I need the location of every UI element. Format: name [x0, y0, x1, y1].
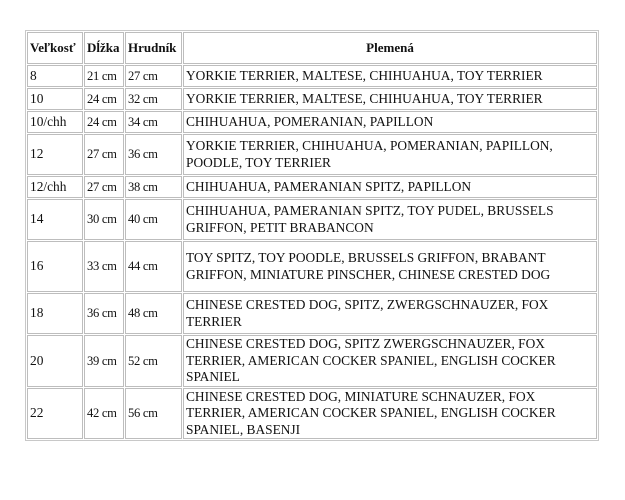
length-cell: 27 cm: [84, 134, 124, 175]
size-table: Veľkosť Dĺžka Hrudník Plemená 8 21 cm 27 c…: [25, 30, 599, 441]
chest-cell: 36 cm: [125, 134, 182, 175]
breeds-cell: CHINESE CRESTED DOG, MINIATURE SCHNAUZER…: [183, 387, 597, 439]
table-row: 8 21 cm 27 cm YORKIE TERRIER, MALTESE, CHIH…: [27, 65, 597, 87]
table-row: 20 39 cm 52 cm CHINESE CRESTED DOG, SPITZ Z…: [27, 335, 597, 387]
chest-cell: 44 cm: [125, 241, 182, 292]
size-cell: 10: [27, 88, 83, 110]
header-size: Veľkosť: [27, 32, 83, 64]
breeds-cell: CHIHUAHUA, PAMERANIAN SPITZ, PAPILLON: [183, 176, 597, 198]
table-row: 16 33 cm 44 cm TOY SPITZ, TOY POODLE, BRUSS…: [27, 241, 597, 292]
breeds-cell: YORKIE TERRIER, MALTESE, CHIHUAHUA, TOY …: [183, 88, 597, 110]
size-cell: 10/chh: [27, 111, 83, 133]
size-cell: 16: [27, 241, 83, 292]
chest-cell: 27 cm: [125, 65, 182, 87]
header-row: Veľkosť Dĺžka Hrudník Plemená: [27, 32, 597, 64]
size-cell: 8: [27, 65, 83, 87]
table-row: 12 27 cm 36 cm YORKIE TERRIER, CHIHUAHUA, P…: [27, 134, 597, 175]
chest-cell: 38 cm: [125, 176, 182, 198]
breeds-cell: CHINESE CRESTED DOG, SPITZ ZWERGSCHNAUZE…: [183, 335, 597, 387]
size-cell: 20: [27, 335, 83, 387]
chest-cell: 48 cm: [125, 293, 182, 334]
table-row: 10 24 cm 32 cm YORKIE TERRIER, MALTESE, CHI…: [27, 88, 597, 110]
size-cell: 12: [27, 134, 83, 175]
chest-cell: 52 cm: [125, 335, 182, 387]
breeds-cell: TOY SPITZ, TOY POODLE, BRUSSELS GRIFFON,…: [183, 241, 597, 292]
breeds-cell: CHIHUAHUA, POMERANIAN, PAPILLON: [183, 111, 597, 133]
size-cell: 18: [27, 293, 83, 334]
table-row: 10/chh 24 cm 34 cm CHIHUAHUA, POMERANIAN, P…: [27, 111, 597, 133]
header-breeds: Plemená: [183, 32, 597, 64]
table-row: 14 30 cm 40 cm CHIHUAHUA, PAMERANIAN SPITZ,…: [27, 199, 597, 240]
length-cell: 39 cm: [84, 335, 124, 387]
table-row: 18 36 cm 48 cm CHINESE CRESTED DOG, SPITZ, …: [27, 293, 597, 334]
chest-cell: 34 cm: [125, 111, 182, 133]
length-cell: 24 cm: [84, 111, 124, 133]
size-cell: 22: [27, 387, 83, 439]
header-length: Dĺžka: [84, 32, 124, 64]
breeds-cell: CHIHUAHUA, PAMERANIAN SPITZ, TOY PUDEL, …: [183, 199, 597, 240]
table-row: 12/chh 27 cm 38 cm CHIHUAHUA, PAMERANIAN SP…: [27, 176, 597, 198]
size-cell: 12/chh: [27, 176, 83, 198]
table-row: 22 42 cm 56 cm CHINESE CRESTED DOG, MINIATU…: [27, 387, 597, 439]
length-cell: 36 cm: [84, 293, 124, 334]
chest-cell: 32 cm: [125, 88, 182, 110]
breeds-cell: CHINESE CRESTED DOG, SPITZ, ZWERGSCHNAUZ…: [183, 293, 597, 334]
chest-cell: 40 cm: [125, 199, 182, 240]
length-cell: 21 cm: [84, 65, 124, 87]
length-cell: 30 cm: [84, 199, 124, 240]
breeds-cell: YORKIE TERRIER, MALTESE, CHIHUAHUA, TOY …: [183, 65, 597, 87]
header-chest: Hrudník: [125, 32, 182, 64]
length-cell: 42 cm: [84, 387, 124, 439]
chest-cell: 56 cm: [125, 387, 182, 439]
length-cell: 24 cm: [84, 88, 124, 110]
breeds-cell: YORKIE TERRIER, CHIHUAHUA, POMERANIAN, P…: [183, 134, 597, 175]
length-cell: 27 cm: [84, 176, 124, 198]
length-cell: 33 cm: [84, 241, 124, 292]
size-cell: 14: [27, 199, 83, 240]
